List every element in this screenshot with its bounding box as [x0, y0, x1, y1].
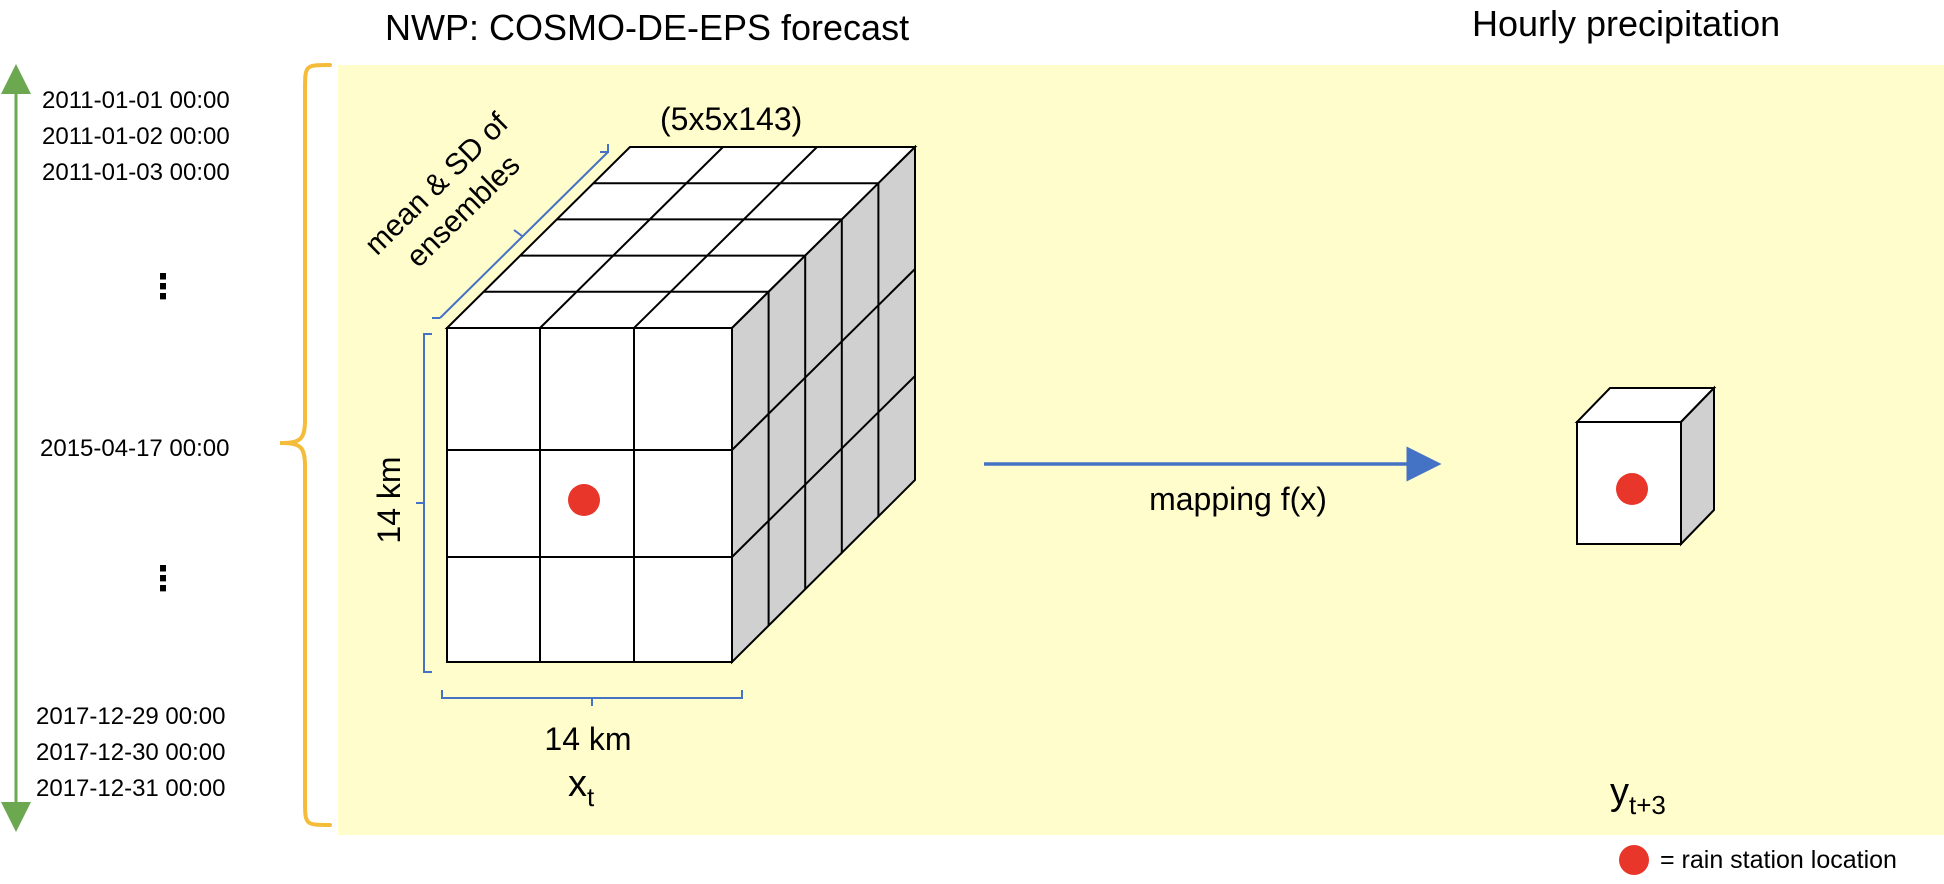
legend: = rain station location: [1619, 845, 1897, 875]
date-label: 2011-01-01 00:00: [42, 87, 230, 114]
left-title: NWP: COSMO-DE-EPS forecast: [385, 7, 909, 48]
right-title: Hourly precipitation: [1472, 3, 1780, 44]
date-label: 2017-12-30 00:00: [36, 739, 226, 766]
width-label: 14 km: [544, 721, 631, 757]
forecast-cube: [444, 144, 918, 665]
target-station-dot: [1616, 473, 1648, 505]
width-bracket: [441, 690, 743, 706]
height-label: 14 km: [371, 456, 407, 543]
output-variable-label: yt+3: [1610, 771, 1666, 820]
date-label: 2011-01-03 00:00: [42, 159, 230, 186]
ellipsis: ⋮: [146, 560, 180, 598]
output-var-sub: t+3: [1629, 790, 1666, 820]
date-label: 2011-01-02 00:00: [42, 123, 230, 150]
input-variable-label: xt: [568, 763, 595, 812]
cube-dims-label: (5x5x143): [660, 101, 802, 137]
date-label: 2015-04-17 00:00: [40, 435, 230, 462]
date-label: 2017-12-31 00:00: [36, 775, 226, 802]
ellipsis: ⋮: [146, 268, 180, 306]
date-label: 2017-12-29 00:00: [36, 703, 226, 730]
date-list: 2011-01-01 00:00 2011-01-02 00:00 2011-0…: [36, 87, 230, 802]
curly-brace: [279, 63, 332, 827]
height-bracket: [416, 333, 432, 673]
output-var-main: y: [1610, 771, 1629, 813]
legend-label: = rain station location: [1660, 846, 1897, 874]
target-cube: [1574, 385, 1717, 547]
station-dot: [568, 484, 600, 516]
legend-dot: [1619, 845, 1649, 875]
input-var-sub: t: [587, 782, 595, 812]
mapping-label: mapping f(x): [1149, 481, 1327, 517]
input-var-main: x: [568, 763, 587, 805]
depth-bracket: [432, 144, 609, 319]
